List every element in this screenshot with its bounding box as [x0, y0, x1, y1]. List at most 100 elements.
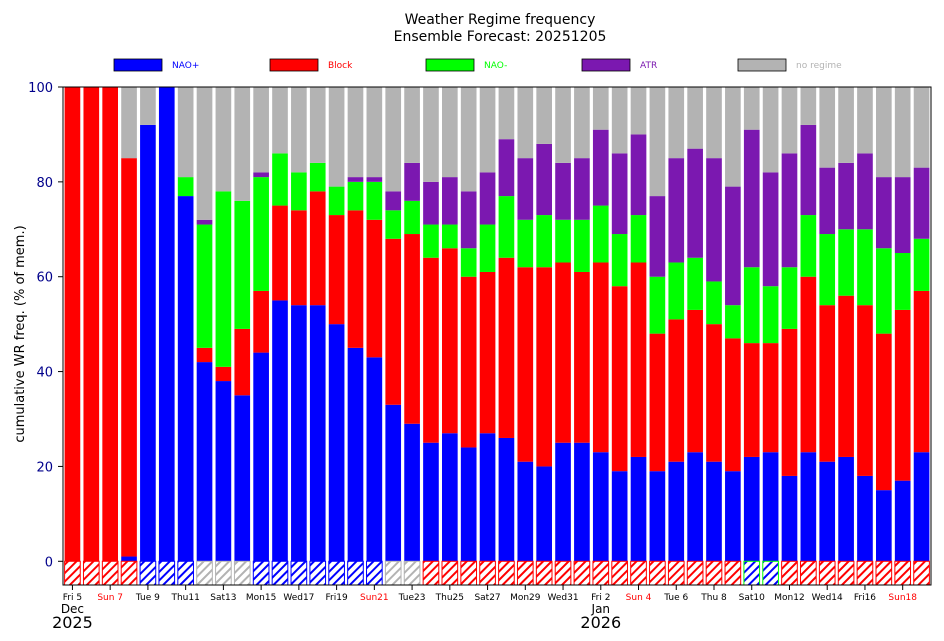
bar-no-regime-39: [800, 87, 817, 125]
dominant-regime-40: [818, 560, 836, 586]
bar-block-10: [253, 290, 269, 353]
bar-block-42: [857, 305, 873, 476]
bar-nao-43: [876, 248, 892, 334]
bar-atr-28: [592, 129, 609, 206]
bar-block-44: [894, 309, 911, 481]
bar-block-45: [913, 290, 930, 453]
bar-block-1: [83, 87, 100, 562]
bar-atr-15: [347, 177, 364, 182]
dominant-regime-6: [177, 560, 194, 586]
x-tick-label-mon29: Mon29: [510, 593, 541, 603]
bar-no-regime-31: [649, 87, 666, 197]
bar-nao-27: [574, 442, 590, 562]
x-tick-label-fri19: Fri19: [326, 593, 348, 603]
bar-no-regime-26: [555, 87, 571, 163]
bar-nao-22: [479, 224, 496, 272]
bar-no-regime-37: [762, 87, 779, 173]
bar-no-regime-41: [838, 87, 854, 163]
chart-title: Weather Regime frequency: [405, 12, 596, 28]
bar-nao-14: [328, 186, 345, 216]
bar-block-9: [234, 328, 251, 396]
bar-no-regime-15: [347, 87, 364, 178]
bar-no-regime-44: [894, 87, 911, 178]
month-label-dec: Dec: [61, 602, 84, 616]
bar-atr-40: [819, 167, 836, 235]
bar-block-11: [272, 205, 288, 301]
legend-label-no-regime: no regime: [796, 61, 842, 71]
bar-nao-19: [423, 442, 439, 562]
bar-atr-36: [743, 129, 760, 268]
bar-nao-21: [460, 447, 477, 562]
bar-nao-38: [781, 267, 798, 329]
x-tick-label-thu11: Thu11: [170, 593, 199, 603]
axes-group: 0 20 40 60 80 100 Fri 5 Sun 7 Tue 9 Thu11 Sat13 Mon…: [28, 81, 932, 632]
bar-nao-30: [630, 215, 647, 263]
dominant-regime-14: [328, 560, 345, 586]
bar-atr-18: [404, 162, 420, 201]
dominant-regime-1: [82, 560, 100, 586]
bar-block-7: [196, 347, 213, 363]
bar-no-regime-16: [366, 87, 383, 178]
bar-nao-34: [706, 461, 722, 562]
bar-nao-3: [121, 556, 137, 562]
dominant-regime-34: [705, 560, 723, 586]
bar-nao-45: [913, 452, 930, 562]
bar-no-regime-13: [309, 87, 326, 163]
bar-block-27: [574, 271, 590, 443]
bar-atr-20: [442, 177, 458, 225]
bar-nao-17: [385, 404, 402, 562]
bar-no-regime-38: [781, 87, 798, 154]
bar-nao-14: [328, 324, 345, 562]
bar-nao-37: [762, 452, 779, 562]
bar-block-12: [291, 210, 307, 306]
bar-no-regime-34: [706, 87, 722, 159]
bar-no-regime-27: [574, 87, 590, 159]
legend-swatch-nao: [425, 58, 475, 72]
bar-block-29: [611, 286, 628, 472]
bar-nao-23: [498, 437, 515, 562]
bar-atr-44: [894, 177, 911, 253]
year-label-2026: 2026: [580, 613, 621, 632]
bar-nao-32: [668, 262, 685, 320]
bar-atr-29: [611, 153, 628, 235]
dominant-regime-45: [913, 560, 930, 586]
x-tick-label-mon12: Mon12: [774, 593, 804, 603]
bar-nao-43: [876, 490, 892, 562]
x-tick-label-tue-6: Tue 6: [663, 593, 688, 603]
bar-nao-23: [498, 196, 515, 258]
bar-nao-38: [781, 475, 798, 562]
bar-nao-27: [574, 219, 590, 272]
x-tick-label-sat10: Sat10: [739, 593, 765, 603]
bar-nao-41: [838, 229, 854, 296]
bar-atr-38: [781, 153, 798, 268]
dominant-regime-5: [158, 560, 176, 586]
bar-atr-32: [668, 158, 685, 263]
bar-atr-10: [253, 172, 269, 178]
bar-nao-35: [725, 305, 741, 339]
bar-no-regime-14: [328, 87, 345, 187]
bar-nao-21: [460, 248, 477, 277]
dominant-regime-29: [611, 560, 628, 586]
bar-block-17: [385, 238, 402, 405]
dominant-regime-13: [309, 560, 327, 586]
bar-nao-33: [687, 452, 703, 562]
bar-nao-16: [366, 181, 383, 220]
dominant-regime-41: [837, 560, 855, 586]
bar-nao-5: [158, 87, 175, 562]
dominant-regime-36: [743, 560, 761, 586]
bar-block-14: [328, 215, 345, 325]
bar-block-25: [536, 267, 552, 467]
bar-nao-4: [140, 124, 156, 562]
legend-swatch-nao: [113, 58, 163, 72]
bar-block-24: [517, 267, 534, 462]
bar-block-8: [215, 366, 232, 382]
dominant-regime-28: [592, 560, 610, 586]
dominant-regime-11: [271, 560, 289, 586]
bar-nao-24: [517, 461, 534, 562]
bar-nao-9: [234, 200, 251, 329]
bar-block-40: [819, 305, 836, 462]
bar-nao-18: [404, 200, 420, 235]
bar-block-19: [423, 257, 439, 443]
bar-atr-45: [913, 167, 930, 239]
